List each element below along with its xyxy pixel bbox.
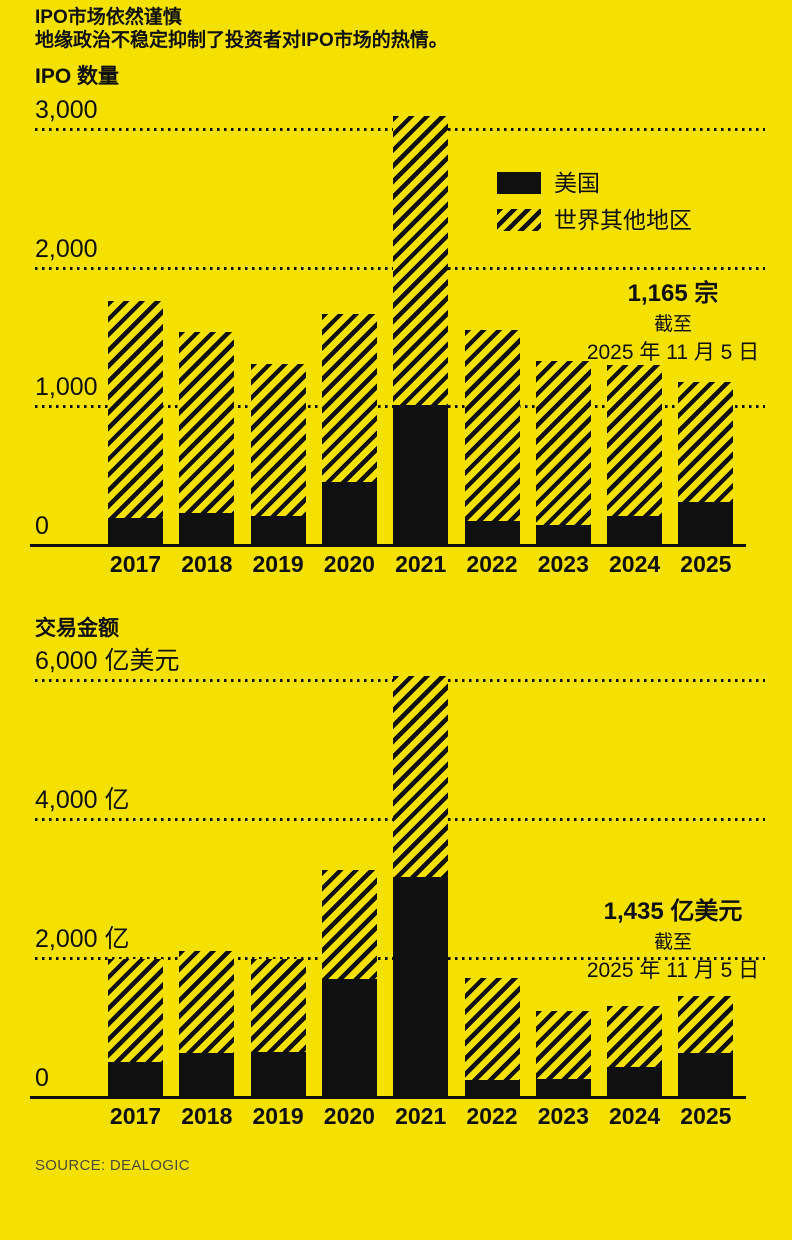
bar-us-2022 (464, 1080, 520, 1096)
x-tick-label-2019: 2019 (252, 1103, 304, 1129)
bar-us-2018 (179, 512, 235, 544)
bar-us-2019 (250, 1052, 306, 1096)
bar-rest-of-world-2023 (535, 1011, 591, 1080)
x-tick-label-2018: 2018 (181, 551, 233, 577)
x-tick-label-2023: 2023 (537, 1103, 589, 1129)
x-tick-label-2019: 2019 (252, 551, 304, 577)
legend-item-rest-of-world: 世界其他地区 (497, 207, 692, 233)
y-tick-label: 3,000 (35, 96, 98, 124)
x-tick-label-2023: 2023 (537, 551, 589, 577)
bar-rest-of-world-2022 (464, 330, 520, 522)
chart-title-ipo-count: IPO 数量 (35, 65, 120, 88)
x-tick-label-2021: 2021 (395, 551, 447, 577)
y-tick-label: 1,000 (35, 373, 98, 402)
annotation-as-of-date: 2025 年 11 月 5 日 (586, 341, 760, 364)
legend-label-rest-of-world: 世界其他地区 (554, 207, 692, 233)
bar-rest-of-world-2018 (179, 950, 235, 1053)
x-tick-label-2017: 2017 (109, 551, 162, 577)
y-tick-label: 2,000 (35, 234, 98, 263)
x-tick-label-2024: 2024 (609, 551, 661, 577)
bar-rest-of-world-2023 (535, 360, 591, 525)
y-tick-label: 6,000 亿美元 (35, 647, 180, 675)
bar-rest-of-world-2020 (321, 313, 377, 482)
x-axis-line (30, 544, 746, 547)
annotation-as-of-date: 2025 年 11 月 5 日 (586, 959, 760, 982)
bar-us-2017 (108, 517, 163, 544)
bar-us-2024 (607, 1066, 663, 1096)
bar-rest-of-world-2019 (250, 959, 306, 1053)
bar-rest-of-world-2017 (108, 301, 163, 518)
x-tick-label-2017: 2017 (109, 1103, 162, 1129)
x-tick-label-2022: 2022 (466, 1103, 518, 1129)
annotation-as-of-label: 截至 (653, 932, 692, 953)
x-tick-label-2025: 2025 (680, 551, 732, 577)
bar-us-2018 (179, 1052, 235, 1096)
legend-swatch-us (497, 172, 541, 194)
x-tick-label-2020: 2020 (323, 1103, 375, 1129)
legend-swatch-rest-of-world-stripes-icon (497, 209, 541, 231)
bar-us-2023 (535, 1079, 591, 1096)
annotation-value: 1,165 宗 (627, 280, 719, 307)
bar-rest-of-world-2022 (464, 977, 520, 1080)
source-credit: SOURCE: DEALOGIC (35, 1157, 190, 1174)
y-tick-label: 4,000 亿 (35, 786, 130, 814)
y-tick-label: 0 (35, 1064, 49, 1092)
legend: 美国 世界其他地区 (497, 170, 692, 233)
bar-rest-of-world-2017 (108, 959, 163, 1062)
x-tick-label-2018: 2018 (181, 1103, 233, 1129)
bar-us-2017 (108, 1061, 163, 1096)
bar-rest-of-world-2021 (393, 115, 449, 406)
legend-label-us: 美国 (554, 170, 600, 196)
bar-us-2025 (678, 502, 734, 544)
annotation-as-of-label: 截至 (653, 314, 692, 335)
page-title: IPO市场依然谨慎 (35, 7, 182, 28)
bar-us-2024 (607, 516, 663, 544)
bar-rest-of-world-2018 (179, 331, 235, 513)
x-tick-label-2025: 2025 (680, 1103, 732, 1129)
bar-us-2021 (393, 877, 449, 1096)
chart-title-deal-value: 交易金额 (35, 617, 119, 640)
bar-us-2019 (250, 516, 306, 544)
bar-us-2022 (464, 521, 520, 544)
annotation-latest-count: 1,165 宗 截至 2025 年 11 月 5 日 (563, 280, 783, 365)
legend-item-us: 美国 (497, 170, 692, 196)
bar-rest-of-world-2024 (607, 365, 663, 517)
bar-rest-of-world-2019 (250, 363, 306, 517)
bar-rest-of-world-2025 (678, 382, 734, 503)
bar-us-2020 (321, 979, 377, 1096)
bar-us-2023 (535, 524, 591, 544)
bar-rest-of-world-2020 (321, 870, 377, 980)
x-tick-label-2022: 2022 (466, 551, 518, 577)
annotation-latest-value: 1,435 亿美元 截至 2025 年 11 月 5 日 (563, 898, 783, 983)
bar-rest-of-world-2021 (393, 675, 449, 878)
annotation-value: 1,435 亿美元 (603, 898, 743, 925)
bar-rest-of-world-2024 (607, 1006, 663, 1067)
x-tick-label-2020: 2020 (323, 551, 375, 577)
y-tick-label: 2,000 亿 (35, 925, 130, 953)
bar-us-2025 (678, 1052, 734, 1096)
x-tick-label-2021: 2021 (395, 1103, 447, 1129)
x-axis-line (30, 1096, 746, 1099)
bar-us-2021 (393, 405, 449, 544)
x-tick-label-2024: 2024 (609, 1103, 661, 1129)
y-tick-label: 0 (35, 512, 49, 540)
page-subtitle: 地缘政治不稳定抑制了投资者对IPO市场的热情。 (35, 30, 448, 51)
bar-us-2020 (321, 481, 377, 544)
bar-rest-of-world-2025 (678, 996, 734, 1053)
